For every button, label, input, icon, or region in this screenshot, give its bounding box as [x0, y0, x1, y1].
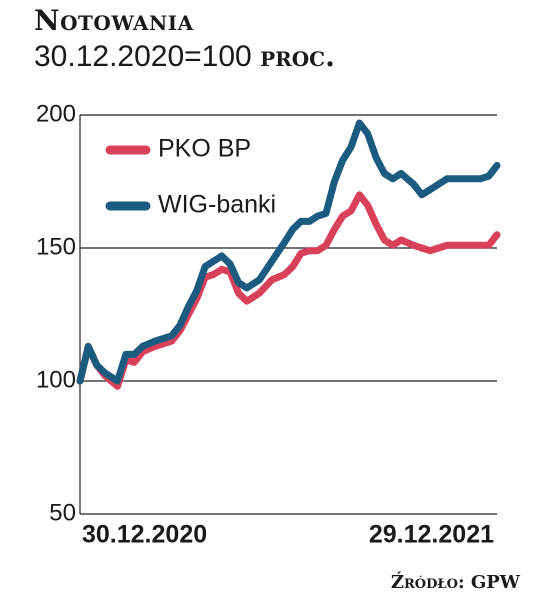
chart-subtitle: 30.12.2020=100 proc.	[34, 40, 335, 74]
y-tick-label-150: 150	[36, 233, 76, 260]
legend-label-pko-bp: PKO BP	[158, 135, 251, 163]
y-axis-ticks: 50 100 150 200	[36, 100, 76, 526]
x-axis-ticks: 30.12.2020 29.12.2021	[82, 521, 494, 549]
legend-label-wig-banki: WIG-banki	[158, 191, 276, 219]
x-tick-label-start: 30.12.2020	[82, 521, 207, 549]
source-note: Źródło: GPW	[390, 572, 520, 593]
y-tick-label-50: 50	[49, 499, 76, 526]
chart-title: Notowania	[34, 4, 194, 37]
series-line-pko-bp	[76, 191, 501, 390]
subtitle-base: 30.12.2020=100	[34, 40, 252, 73]
grid-lines	[80, 114, 497, 515]
y-tick-label-200: 200	[36, 100, 76, 127]
x-tick-label-end: 29.12.2021	[369, 521, 494, 549]
y-tick-label-100: 100	[36, 366, 76, 393]
subtitle-unit: proc.	[260, 40, 335, 73]
series-lines	[76, 119, 501, 390]
legend: PKO BP WIG-banki	[105, 135, 276, 219]
series-line-wig-banki	[76, 119, 501, 385]
